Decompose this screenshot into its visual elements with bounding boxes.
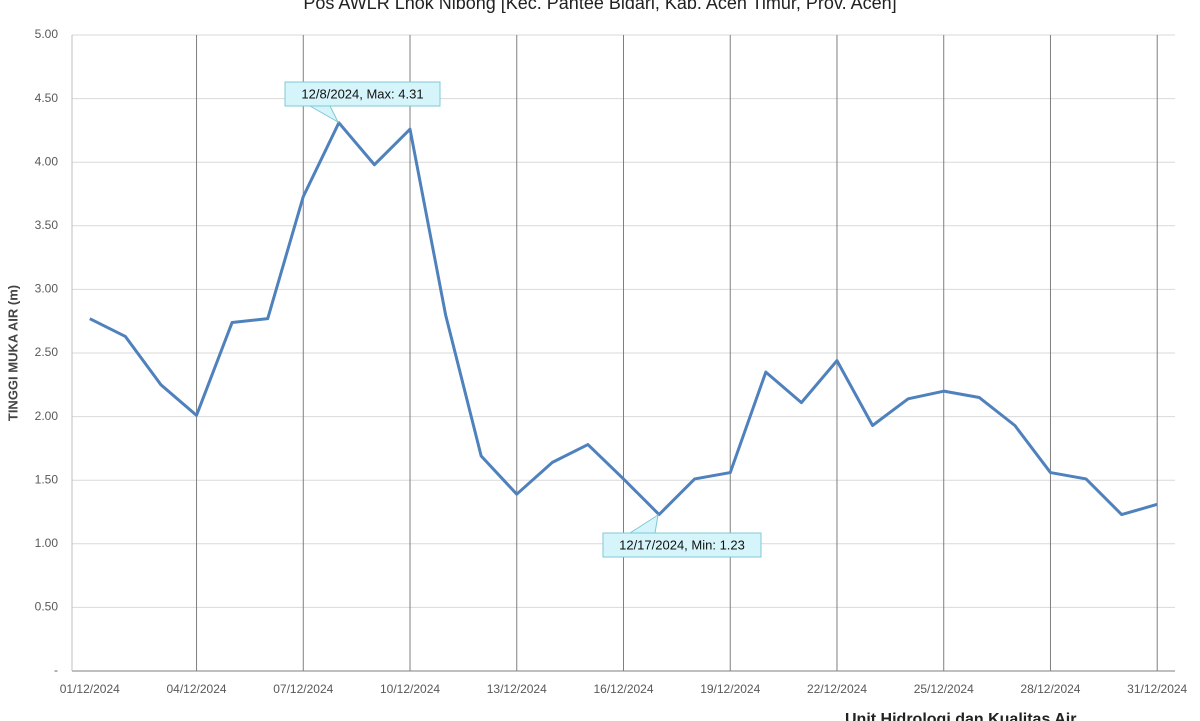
x-tick-label: 10/12/2024 bbox=[380, 682, 440, 696]
y-tick-label: 5.00 bbox=[35, 27, 59, 41]
y-tick-label: 3.00 bbox=[35, 282, 59, 296]
data-line bbox=[89, 121, 1158, 517]
x-tick-label: 19/12/2024 bbox=[700, 682, 760, 696]
footer: Unit Hidrologi dan Kualitas Air bbox=[845, 711, 1076, 721]
x-tick-label: 31/12/2024 bbox=[1127, 682, 1187, 696]
y-tick-label: 3.50 bbox=[35, 218, 59, 232]
chart-title: Pos AWLR Lhok Nibong [Kec. Pantee Bidari… bbox=[303, 0, 896, 13]
x-tick-label: 25/12/2024 bbox=[914, 682, 974, 696]
x-tick-label: 04/12/2024 bbox=[167, 682, 227, 696]
callout-box bbox=[602, 513, 762, 558]
x-tick-label: 16/12/2024 bbox=[593, 682, 653, 696]
callout-text: 12/17/2024, Min: 1.23 bbox=[619, 537, 745, 552]
y-tick-label: 4.00 bbox=[35, 154, 59, 168]
x-tick-label: 22/12/2024 bbox=[807, 682, 867, 696]
y-tick-label: 0.50 bbox=[35, 600, 59, 614]
x-tick-label: 28/12/2024 bbox=[1020, 682, 1080, 696]
y-tick-label: 1.50 bbox=[35, 472, 59, 486]
y-tick-label: 2.00 bbox=[35, 409, 59, 423]
callout-text: 12/8/2024, Max: 4.31 bbox=[301, 86, 423, 101]
x-tick-label: 13/12/2024 bbox=[487, 682, 547, 696]
y-tick-label: 4.50 bbox=[35, 91, 59, 105]
x-tick-label: 07/12/2024 bbox=[273, 682, 333, 696]
callout-box bbox=[284, 81, 441, 124]
y-axis-label: TINGGI MUKA AIR (m) bbox=[5, 285, 20, 421]
x-tick-label: 01/12/2024 bbox=[60, 682, 120, 696]
y-tick-label: 2.50 bbox=[35, 345, 59, 359]
y-tick-label: - bbox=[54, 663, 58, 677]
y-tick-label: 1.00 bbox=[35, 536, 59, 550]
